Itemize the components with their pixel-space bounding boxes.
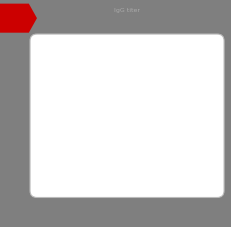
- Polygon shape: [0, 4, 37, 33]
- Text: A: A: [8, 12, 18, 25]
- Text: IgG titer: IgG titer: [114, 8, 140, 13]
